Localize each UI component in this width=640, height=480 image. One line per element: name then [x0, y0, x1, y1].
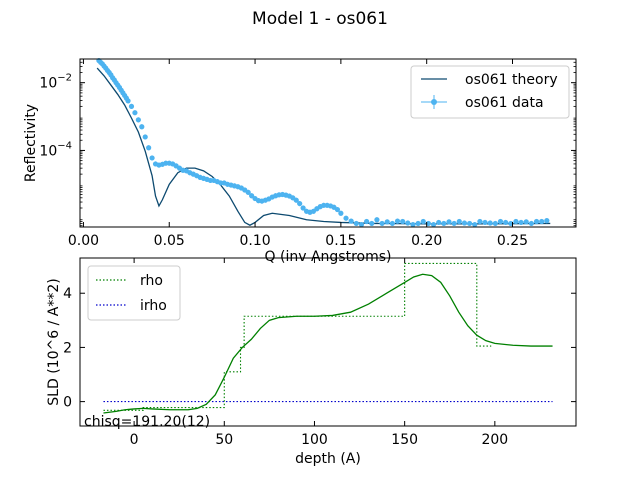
data-point [415, 220, 421, 227]
x-tick-label: 0.20 [411, 233, 442, 249]
sld-axes-frame [79, 257, 577, 427]
data-point [487, 220, 493, 226]
data-point [430, 221, 437, 228]
sld-axes: 0 50 100 150 200 0 2 4 depth (A) SLD (10^6 / A*… [46, 257, 577, 467]
data-point [503, 219, 509, 226]
data-point [410, 221, 416, 228]
data-point [149, 155, 155, 161]
sld-ticks: 0 50 100 150 200 0 2 4 [63, 258, 576, 448]
sld-ylabel: SLD (10^6 / A**2) [46, 278, 62, 405]
y-tick-label: 10−2 [39, 73, 72, 92]
reflectivity-axes-frame [79, 58, 577, 228]
data-point [343, 215, 349, 221]
sld-plot-area [103, 262, 553, 414]
x-tick-label: 150 [391, 432, 418, 448]
data-point [364, 218, 370, 225]
data-point [353, 220, 359, 227]
data-point [477, 218, 483, 225]
data-point [146, 145, 152, 151]
legend-rho-label: rho [140, 273, 163, 289]
reflectivity-ticks: 0.00 0.05 0.10 0.15 0.20 0.25 10−2 10−4 [39, 58, 576, 249]
legend-data-label: os061 data [465, 95, 544, 111]
x-tick-label: 0 [130, 432, 139, 448]
data-point [523, 219, 529, 225]
data-point [472, 221, 478, 228]
data-point [384, 219, 390, 225]
data-point [374, 217, 380, 223]
data-point [461, 220, 468, 226]
data-point [334, 206, 341, 213]
x-tick-label: 0.00 [68, 233, 99, 249]
data-point [348, 218, 354, 224]
reflectivity-legend: os061 theory os061 data [410, 65, 570, 119]
data-point [293, 197, 299, 203]
data-point [358, 221, 365, 228]
data-point [456, 218, 462, 225]
data-point [492, 220, 498, 227]
data-point [369, 220, 375, 227]
sld-series-rho [103, 262, 492, 411]
chisq-annotation: chisq=191.20(12) [84, 414, 210, 430]
data-point [533, 218, 540, 225]
data-point [297, 200, 303, 207]
data-point [300, 205, 306, 211]
data-point [497, 218, 504, 225]
figure-title: Model 1 - os061 [252, 9, 388, 29]
data-point [249, 193, 255, 199]
data-point [379, 220, 385, 227]
data-point [405, 220, 411, 226]
data-point [245, 189, 251, 195]
data-point [389, 220, 395, 227]
x-tick-label: 200 [481, 432, 508, 448]
data-point [400, 218, 406, 225]
data-point [513, 218, 519, 225]
y-tick-label: 4 [63, 286, 72, 302]
data-point [436, 219, 442, 226]
x-tick-label: 0.10 [239, 233, 270, 249]
data-point [394, 218, 401, 224]
data-point [132, 110, 138, 116]
sld-xlabel: depth (A) [295, 451, 361, 467]
reflectivity-xlabel: Q (inv Angstroms) [265, 249, 392, 265]
data-point [466, 220, 473, 227]
data-point [135, 117, 141, 123]
data-point [142, 134, 148, 140]
data-point [539, 218, 545, 225]
legend-data-swatch [421, 95, 447, 109]
legend-irho-label: irho [140, 298, 167, 314]
sld-series-rho-profile [103, 273, 553, 414]
reflectivity-ylabel: Reflectivity [23, 104, 39, 182]
data-point [441, 220, 447, 227]
data-point [528, 220, 534, 227]
y-tick-label: 0 [63, 395, 72, 411]
data-point [482, 219, 488, 226]
data-point [338, 210, 344, 216]
data-point [139, 124, 145, 130]
data-point [451, 220, 457, 227]
data-point [544, 217, 550, 224]
data-point [128, 103, 135, 109]
data-point [125, 98, 131, 104]
x-tick-label: 100 [301, 432, 328, 448]
x-tick-label: 50 [215, 432, 233, 448]
reflectivity-plot-area [96, 57, 551, 228]
data-point [518, 219, 524, 226]
reflectivity-axes: 0.00 0.05 0.10 0.15 0.20 0.25 10−2 10−4 Q (inv … [23, 57, 577, 265]
y-tick-label: 2 [63, 340, 72, 356]
data-point [420, 218, 426, 225]
reflectivity-series-os061-theory [96, 67, 551, 226]
sld-legend: rho irho [87, 265, 181, 321]
reflectivity-series-os061-data [96, 57, 550, 228]
legend-data-dot [431, 99, 437, 105]
x-tick-label: 0.05 [154, 233, 185, 249]
data-point [446, 219, 452, 225]
y-tick-label: 10−4 [39, 140, 72, 159]
x-tick-label: 0.15 [325, 233, 356, 249]
legend-theory-label: os061 theory [465, 72, 558, 88]
x-tick-label: 0.25 [497, 233, 528, 249]
reflectivity-legend-box [410, 65, 570, 119]
